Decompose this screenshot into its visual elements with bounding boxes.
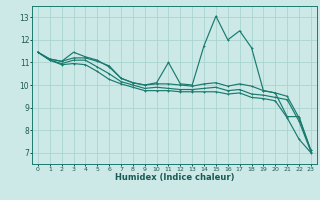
X-axis label: Humidex (Indice chaleur): Humidex (Indice chaleur): [115, 173, 234, 182]
